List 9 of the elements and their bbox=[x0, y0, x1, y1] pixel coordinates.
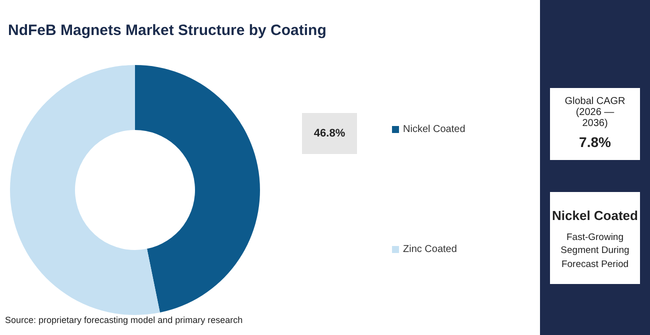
text: Nickel Coated bbox=[551, 208, 639, 223]
legend-label: Zinc Coated bbox=[402, 244, 457, 255]
chart-title: NdFeB Magnets Market Structure by Coating bbox=[8, 22, 326, 39]
text: Fast-Growing Segment During Forecast Period bbox=[560, 231, 630, 271]
data-label: 46.8% bbox=[314, 128, 346, 140]
source-note: Source: proprietary forecasting model and primary research bbox=[5, 315, 243, 325]
text: Global CAGR (2026 — 2036) bbox=[564, 96, 626, 129]
text: 7.8% bbox=[578, 134, 612, 150]
legend-label: Nickel Coated bbox=[402, 124, 466, 135]
